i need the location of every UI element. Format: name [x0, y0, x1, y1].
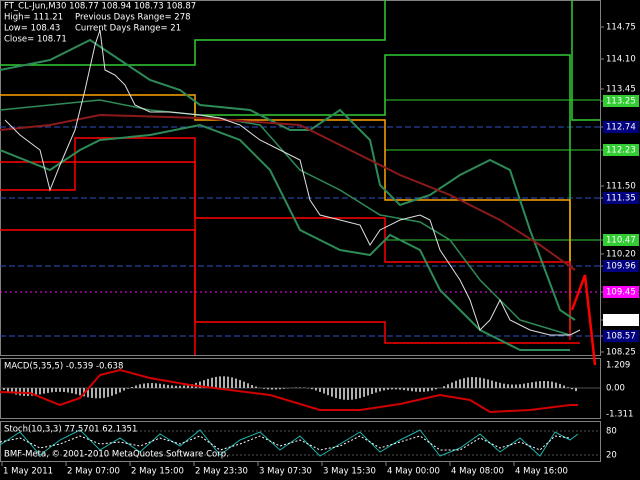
time-label: 3 May 15:30: [323, 467, 376, 477]
macd-axis-label: 0.00: [606, 384, 625, 394]
stoch-axis-label: 80: [606, 427, 617, 437]
price-label: 109.96: [606, 262, 636, 272]
price-label: 109.45: [606, 288, 636, 298]
macd-label: MACD(5,35,5) -0.539 -0.638: [4, 362, 123, 372]
price-label-box: [603, 260, 639, 272]
price-label: 112.23: [606, 146, 636, 156]
macd-axis-label: -1.311: [606, 410, 633, 420]
header-close: Close= 108.71: [4, 35, 67, 45]
stoch-panel: [0, 429, 600, 457]
price-label: 114.10: [606, 55, 636, 65]
price-label-box: [603, 286, 639, 298]
price-label-box: [603, 314, 639, 326]
copyright: BMF-Meta, © 2001-2010 MetaQuotes Softwar…: [4, 450, 229, 460]
time-label: 2 May 07:00: [67, 467, 120, 477]
price-label-box: [603, 192, 639, 204]
price-label-box: [603, 330, 639, 342]
macd-panel: [0, 368, 600, 414]
time-label: 2 May 23:30: [195, 467, 248, 477]
time-label: 4 May 08:00: [451, 467, 504, 477]
price-label: 108.57: [606, 332, 636, 342]
price-label-box: [603, 121, 639, 133]
price-label: 108.87: [606, 316, 636, 326]
header-prev-range: Previous Days Range= 278: [75, 13, 191, 23]
price-label: 111.35: [606, 194, 636, 204]
price-label: 110.20: [606, 250, 636, 260]
stoch-axis-label: 20: [606, 451, 617, 461]
header-low: Low= 108.43: [4, 24, 60, 34]
price-label-box: [603, 144, 639, 156]
stoch-label: Stoch(10,3,3) 77.5701 62.1351: [4, 425, 137, 435]
time-label: 1 May 2011: [3, 467, 53, 477]
price-label-box: [603, 234, 639, 246]
price-label: 113.45: [606, 85, 636, 95]
price-label: 110.47: [606, 236, 636, 246]
price-label: 112.74: [606, 123, 636, 133]
price-label: 108.25: [606, 348, 636, 358]
price-label: 111.50: [606, 182, 636, 192]
levels: [0, 0, 600, 355]
time-label: 4 May 00:00: [387, 467, 440, 477]
macd-axis-label: 1.209: [606, 361, 630, 371]
header-curr-range: Current Days Range= 21: [75, 24, 181, 34]
price-label: 113.25: [606, 97, 636, 107]
indicators: [0, 29, 597, 366]
price-label-box: [603, 95, 639, 107]
time-label: 4 May 16:00: [515, 467, 568, 477]
header-symbol-line: FT_CL-Jun,M30 108.77 108.94 108.73 108.8…: [4, 2, 196, 12]
time-label: 2 May 15:00: [131, 467, 184, 477]
price-label: 114.75: [606, 23, 636, 33]
time-label: 3 May 07:30: [259, 467, 312, 477]
header-high: High= 111.21: [4, 13, 63, 23]
